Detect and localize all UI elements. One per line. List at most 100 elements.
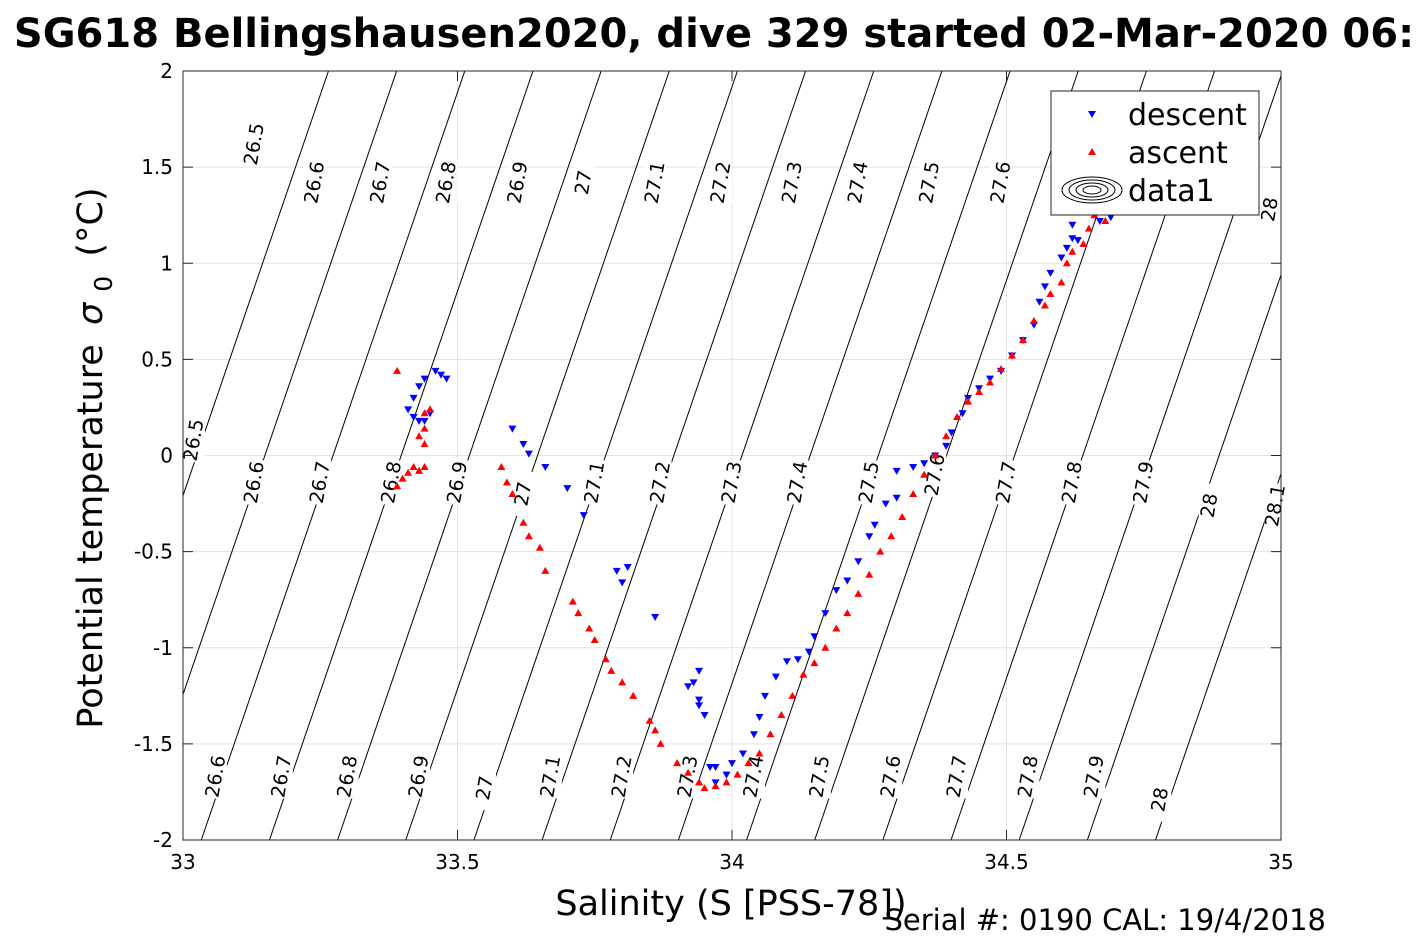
descent-point — [695, 696, 704, 704]
isopycnal-label: 27 — [510, 480, 536, 508]
ascent-point — [953, 413, 962, 421]
legend-label: ascent — [1128, 136, 1228, 171]
ascent-point — [651, 726, 660, 734]
y-tick-label: 2 — [160, 59, 173, 83]
ascent-point — [695, 778, 704, 786]
ascent-point — [502, 478, 511, 486]
descent-point — [700, 712, 709, 720]
isopycnal-label-bg — [946, 754, 969, 799]
ascent-point — [1057, 278, 1066, 286]
isopycnal-label-bg — [677, 754, 700, 799]
isopycnal-label-bg — [512, 471, 535, 516]
ascent-point — [997, 364, 1006, 372]
ascent-point — [629, 691, 638, 699]
isopycnal-line — [200, 71, 466, 840]
isopycnal-label-bg — [990, 160, 1013, 205]
descent-point — [947, 429, 956, 437]
ascent-point — [1007, 351, 1016, 359]
descent-point — [821, 610, 830, 618]
ascent-point — [497, 463, 506, 471]
isopycnal-line — [183, 71, 398, 696]
series-descent — [404, 202, 1115, 787]
ascent-point — [1084, 224, 1093, 232]
y-axis-label: Potential temperature σ 0 (°C) — [71, 187, 121, 728]
legend-ascent-marker — [1088, 148, 1096, 155]
ascent-point — [733, 770, 742, 778]
ascent-point — [420, 409, 429, 417]
isopycnal-label-bg — [243, 122, 266, 167]
descent-point — [1106, 214, 1115, 222]
descent-point — [738, 750, 747, 758]
y-axis-label-symbol: σ — [71, 301, 111, 325]
descent-point — [1095, 217, 1104, 225]
isopycnal-label-bg — [611, 754, 634, 799]
isopycnal-label-bg — [995, 460, 1018, 505]
ascent-point — [426, 405, 435, 413]
descent-point — [749, 731, 758, 739]
isopycnal-label-bg — [506, 160, 529, 205]
footer-serial-cal: Serial #: 0190 CAL: 19/4/2018 — [884, 903, 1326, 937]
ascent-point — [684, 768, 693, 776]
ascent-point — [645, 716, 654, 724]
descent-point — [1035, 298, 1044, 306]
descent-point — [409, 394, 418, 402]
ascent-point — [843, 609, 852, 617]
descent-point — [579, 512, 588, 520]
ascent-point — [766, 730, 775, 738]
descent-point — [1057, 254, 1066, 262]
ascent-point — [755, 749, 764, 757]
legend-contour-ring — [1061, 176, 1123, 204]
isopycnal-labels: 26.526.6 26.7 26.8 26.9 27 27.1 27.2 27.3 27.4 27… — [179, 121, 1290, 822]
descent-point — [892, 467, 901, 475]
ascent-point — [585, 624, 594, 632]
y-axis-label-text: Potential temperature — [71, 344, 111, 728]
isopycnal-label-bg — [721, 460, 743, 505]
ascent-point — [1068, 247, 1077, 255]
descent-point — [684, 683, 693, 691]
ascent-point — [909, 489, 918, 497]
descent-point — [695, 667, 704, 675]
descent-point — [437, 371, 446, 379]
y-tick-label: 1 — [160, 251, 173, 275]
isopycnal-label-bg — [710, 160, 733, 205]
x-tick-label: 33.5 — [435, 850, 480, 874]
isopycnal-label-bg — [1132, 460, 1155, 505]
descent-point — [508, 425, 517, 433]
ascent-point — [601, 655, 610, 663]
descent-point — [415, 417, 424, 425]
descent-point — [651, 613, 660, 621]
y-tick-label: 0.5 — [141, 347, 173, 371]
ascent-point — [541, 566, 550, 574]
isopycnal-label-bg — [1259, 187, 1282, 232]
descent-point — [920, 460, 929, 468]
descent-point — [755, 713, 764, 721]
isopycnal-label: 28 — [1147, 786, 1173, 814]
descent-point — [442, 375, 451, 383]
data-points — [393, 202, 1115, 792]
descent-point — [793, 656, 802, 664]
descent-point — [695, 702, 704, 710]
ascent-point — [964, 397, 973, 405]
descent-point — [706, 763, 715, 771]
ascent-point — [420, 439, 429, 447]
descent-point — [623, 564, 632, 572]
ascent-point — [409, 463, 418, 471]
isopycnal-label-bg — [644, 160, 667, 205]
legend-contour-icon — [1061, 176, 1123, 204]
isopycnal-label-bg — [1149, 777, 1172, 822]
isopycnal-label-bg — [204, 754, 227, 799]
isopycnal-label-bg — [473, 766, 496, 811]
ascent-point — [420, 463, 429, 471]
descent-point — [711, 763, 720, 771]
descent-point — [942, 442, 951, 450]
isopycnal-label-bg — [880, 754, 903, 799]
isopycnal-label-bg — [858, 460, 881, 505]
y-tick-label: -1.5 — [134, 732, 173, 756]
isopycnal-line — [473, 71, 738, 840]
ascent-point — [865, 570, 874, 578]
isopycnal-label-bg — [808, 754, 831, 799]
ascent-point — [744, 759, 753, 767]
isopycnal-line — [268, 71, 534, 840]
ascent-point — [535, 543, 544, 551]
